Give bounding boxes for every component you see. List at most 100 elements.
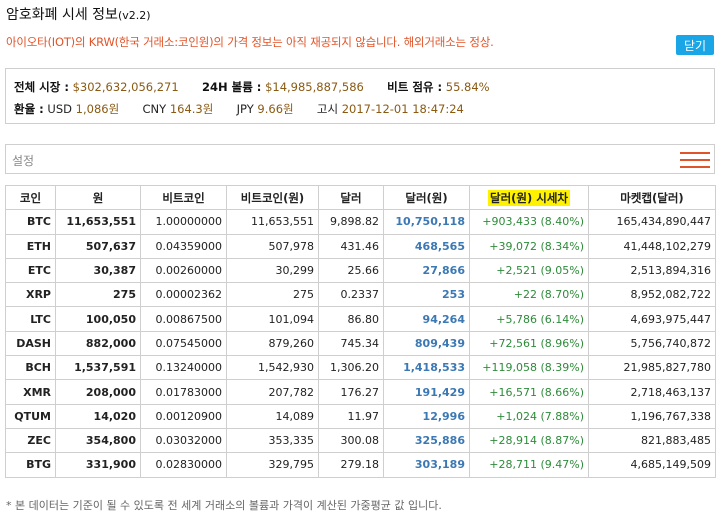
cell-coin: QTUM xyxy=(5,403,56,429)
cell-btc-krw: 11,653,551 xyxy=(226,209,319,235)
cell-diff: +72,561 (8.96%) xyxy=(469,330,589,357)
cell-coin: BTG xyxy=(5,452,56,478)
cell-coin: DASH xyxy=(5,330,56,357)
table-row: BTC 11,653,551 1.00000000 11,653,551 9,898.8… xyxy=(5,209,716,235)
cell-btc-krw: 879,260 xyxy=(226,330,319,357)
cell-usd-krw: 253 xyxy=(383,282,470,308)
cell-diff: +903,433 (8.40%) xyxy=(469,209,589,235)
cell-btc-krw: 207,782 xyxy=(226,379,319,405)
table-row: XRP 275 0.00002362 275 0.2337 253 +22 (8.70%) 8… xyxy=(5,282,716,308)
cell-btc: 0.00002362 xyxy=(140,282,227,308)
cell-diff: +5,786 (6.14%) xyxy=(469,306,589,332)
cell-krw: 331,900 xyxy=(55,452,141,478)
table-header-row: 코인 원 비트코인 비트코인(원) 달러 달러(원) 달러(원) 시세차 마켓캡… xyxy=(5,184,716,211)
cell-coin: ZEC xyxy=(5,427,56,454)
cell-btc: 1.00000000 xyxy=(140,209,227,235)
table-row: LTC 100,050 0.00867500 101,094 86.80 94,264 +5… xyxy=(5,306,716,332)
volume-label: 24H 볼륨 : xyxy=(202,80,262,94)
cell-usd-krw: 12,996 xyxy=(383,403,470,429)
cell-mcap: 4,685,149,509 xyxy=(588,452,716,478)
menu-icon[interactable] xyxy=(680,150,710,168)
cell-coin: BCH xyxy=(5,355,56,381)
cell-krw: 100,050 xyxy=(55,306,141,332)
cell-mcap: 41,448,102,279 xyxy=(588,233,716,259)
cell-btc: 0.03032000 xyxy=(140,427,227,454)
table-row: ZEC 354,800 0.03032000 353,335 300.08 325,886… xyxy=(5,427,716,454)
cell-diff: +39,072 (8.34%) xyxy=(469,233,589,259)
cell-diff: +28,711 (9.47%) xyxy=(469,452,589,478)
settings-bar[interactable]: 설정 xyxy=(5,144,715,174)
cell-mcap: 165,434,890,447 xyxy=(588,209,716,235)
cell-usd-krw: 325,886 xyxy=(383,427,470,454)
cell-usd-krw: 809,439 xyxy=(383,330,470,357)
col-header-usd: 달러 xyxy=(318,184,384,211)
cell-btc-krw: 1,542,930 xyxy=(226,355,319,381)
cell-mcap: 4,693,975,447 xyxy=(588,306,716,332)
cell-krw: 507,637 xyxy=(55,233,141,259)
volume-value: $14,985,887,586 xyxy=(265,80,364,94)
btc-share-label: 비트 점유 : xyxy=(387,80,443,94)
table-row: ETC 30,387 0.00260000 30,299 25.66 27,866 +2,5… xyxy=(5,257,716,284)
cell-usd-krw: 27,866 xyxy=(383,257,470,284)
summary-line-market: 전체 시장 : $302,632,056,271 24H 볼륨 : $14,98… xyxy=(14,79,490,95)
market-summary: 전체 시장 : $302,632,056,271 24H 볼륨 : $14,98… xyxy=(5,68,715,124)
close-button[interactable]: 닫기 xyxy=(676,35,714,55)
cell-coin: LTC xyxy=(5,306,56,332)
table-row: BTG 331,900 0.02830000 329,795 279.18 303,189… xyxy=(5,452,716,478)
cell-usd-krw: 303,189 xyxy=(383,452,470,478)
cell-krw: 354,800 xyxy=(55,427,141,454)
cell-usd-krw: 191,429 xyxy=(383,379,470,405)
total-market-value: $302,632,056,271 xyxy=(72,80,179,94)
version-label: (v2.2) xyxy=(117,9,151,22)
cell-btc-krw: 14,089 xyxy=(226,403,319,429)
cell-krw: 11,653,551 xyxy=(55,209,141,235)
cell-mcap: 21,985,827,780 xyxy=(588,355,716,381)
cell-diff: +22 (8.70%) xyxy=(469,282,589,308)
cell-krw: 275 xyxy=(55,282,141,308)
col-header-btc: 비트코인 xyxy=(140,184,227,211)
cell-usd: 0.2337 xyxy=(318,282,384,308)
btc-share-value: 55.84% xyxy=(445,80,490,94)
cell-diff: +2,521 (9.05%) xyxy=(469,257,589,284)
page-title: 암호화폐 시세 정보(v2.2) xyxy=(6,7,151,23)
cell-btc: 0.00867500 xyxy=(140,306,227,332)
cell-coin: BTC xyxy=(5,209,56,235)
notice-text: 아이오타(IOT)의 KRW(한국 거래소:코인원)의 가격 정보는 아직 재공… xyxy=(6,35,494,49)
cell-krw: 1,537,591 xyxy=(55,355,141,381)
jpy-label: JPY xyxy=(236,102,254,116)
cell-mcap: 8,952,082,722 xyxy=(588,282,716,308)
settings-label: 설정 xyxy=(12,154,35,168)
col-header-btc-krw: 비트코인(원) xyxy=(226,184,319,211)
cell-btc-krw: 275 xyxy=(226,282,319,308)
cell-mcap: 1,196,767,338 xyxy=(588,403,716,429)
cell-btc: 0.02830000 xyxy=(140,452,227,478)
col-header-krw: 원 xyxy=(55,184,141,211)
col-header-mcap: 마켓캡(달러) xyxy=(588,184,716,211)
cell-usd-krw: 94,264 xyxy=(383,306,470,332)
cell-krw: 30,387 xyxy=(55,257,141,284)
cny-label: CNY xyxy=(142,102,167,116)
cell-usd: 279.18 xyxy=(318,452,384,478)
cell-btc: 0.00260000 xyxy=(140,257,227,284)
footnote: * 본 데이터는 기준이 될 수 있도록 전 세계 거래소의 볼륨과 가격이 계… xyxy=(6,499,442,512)
cell-usd: 9,898.82 xyxy=(318,209,384,235)
cell-mcap: 821,883,485 xyxy=(588,427,716,454)
cell-mcap: 2,718,463,137 xyxy=(588,379,716,405)
cell-mcap: 2,513,894,316 xyxy=(588,257,716,284)
cell-diff: +28,914 (8.87%) xyxy=(469,427,589,454)
fx-label: 환율 : xyxy=(14,102,44,116)
cell-btc-krw: 353,335 xyxy=(226,427,319,454)
cell-usd: 300.08 xyxy=(318,427,384,454)
col-header-coin: 코인 xyxy=(5,184,56,211)
col-header-diff: 달러(원) 시세차 xyxy=(469,184,589,211)
cell-krw: 882,000 xyxy=(55,330,141,357)
usd-value: 1,086원 xyxy=(75,102,120,116)
cell-btc: 0.01783000 xyxy=(140,379,227,405)
cell-coin: ETH xyxy=(5,233,56,259)
cell-usd-krw: 1,418,533 xyxy=(383,355,470,381)
cell-btc-krw: 507,978 xyxy=(226,233,319,259)
col-header-usd-krw: 달러(원) xyxy=(383,184,470,211)
cell-mcap: 5,756,740,872 xyxy=(588,330,716,357)
table-row: QTUM 14,020 0.00120900 14,089 11.97 12,996 +1,… xyxy=(5,403,716,429)
cell-diff: +1,024 (7.88%) xyxy=(469,403,589,429)
